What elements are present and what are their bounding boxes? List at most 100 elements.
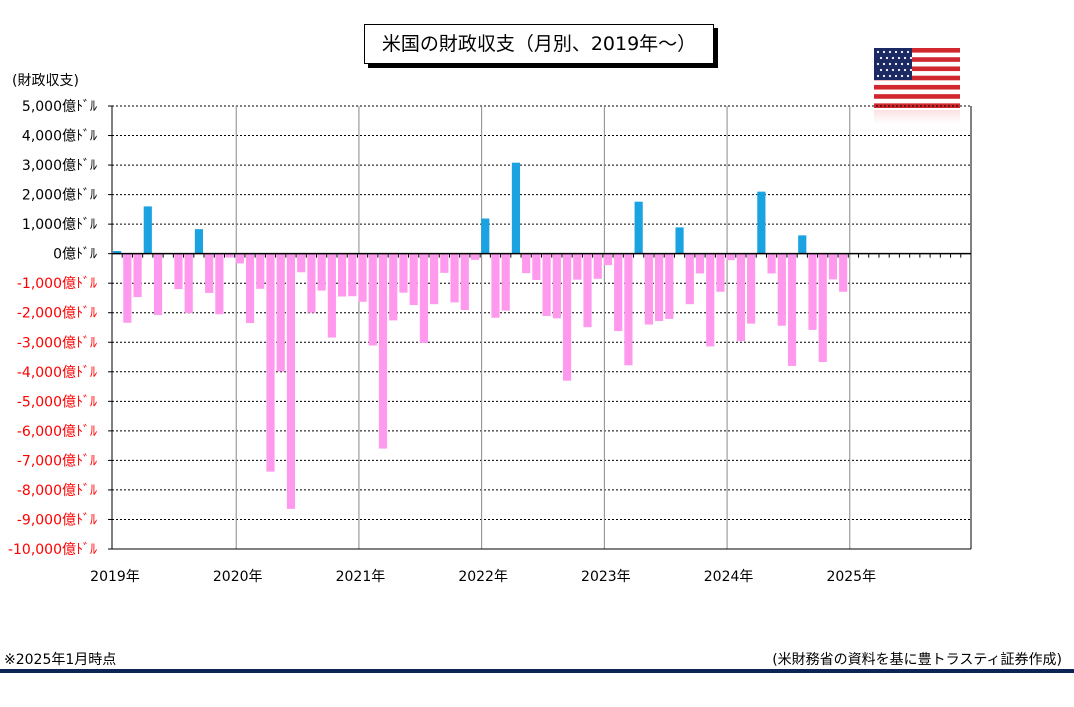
bar [624,253,633,366]
bar [133,253,142,298]
bar [235,253,244,264]
bar [614,253,623,332]
bar [542,253,551,316]
bar [327,253,336,338]
source-credit: (米財務省の資料を基に豊トラスティ証券作成) [772,652,1062,668]
bar [634,201,643,254]
bar [481,218,490,254]
bar [317,253,326,291]
bar [675,227,684,254]
y-tick-label: -1,000億ﾄﾞﾙ [17,276,97,292]
x-year-label: 2019年 [90,569,140,585]
bar [286,253,296,509]
bar [378,253,388,449]
bar [818,253,827,363]
bar [440,253,449,273]
bar [256,253,265,289]
bar [501,253,510,311]
y-tick-label: 4,000億ﾄﾞﾙ [22,129,97,145]
bar [665,253,674,319]
y-tick-label: 1,000億ﾄﾞﾙ [22,217,97,233]
bar [450,253,459,303]
y-tick-label: -8,000億ﾄﾞﾙ [17,483,97,499]
bar [419,253,428,343]
chart-title: 米国の財政収支（月別、2019年〜） [364,24,714,64]
bar [194,229,204,254]
bar [348,253,357,297]
bar [798,235,807,254]
bar [777,253,786,326]
bar [522,253,531,274]
bar [603,253,613,266]
y-tick-label: -2,000億ﾄﾞﾙ [17,306,97,322]
y-tick-label: -3,000億ﾄﾞﾙ [17,335,97,351]
bar [593,253,602,279]
bar [123,253,132,323]
us-flag-icon [874,48,960,126]
bar [470,253,480,260]
bar [184,253,193,314]
bar [205,253,214,293]
footer-divider [0,669,1074,673]
y-tick-label: 2,000億ﾄﾞﾙ [22,188,97,204]
bar [113,251,122,254]
x-year-label: 2025年 [826,569,876,585]
bar [532,253,541,280]
bar [491,253,500,318]
y-tick-label: -5,000億ﾄﾞﾙ [17,394,97,410]
bar [276,253,285,372]
x-year-label: 2021年 [336,569,386,585]
bar [368,253,377,346]
bar [828,253,838,280]
bar [716,253,725,292]
x-year-label: 2020年 [213,569,263,585]
bar [245,253,255,324]
x-year-label: 2024年 [704,569,754,585]
bar [757,191,766,254]
y-tick-label: -6,000億ﾄﾞﾙ [17,424,97,440]
bar [399,253,408,293]
footnote-date: ※2025年1月時点 [4,652,117,668]
bar [460,253,469,311]
y-tick-label: 3,000億ﾄﾞﾙ [22,158,97,174]
y-tick-label: 0億ﾄﾞﾙ [53,247,97,263]
bar [573,253,582,280]
bar [736,253,746,342]
y-tick-label: 5,000億ﾄﾞﾙ [22,99,97,115]
x-year-label: 2023年 [581,569,631,585]
bar [562,253,572,381]
bar [358,253,367,302]
bar [511,162,521,254]
bar [747,253,756,324]
bar [695,253,705,274]
bar [153,253,163,316]
bar [215,253,224,315]
bar [266,253,275,472]
y-tick-label: -4,000億ﾄﾞﾙ [17,365,97,381]
bar [409,253,418,306]
bar [706,253,715,347]
bar [143,206,152,254]
y-tick-label: -7,000億ﾄﾞﾙ [17,453,97,469]
bar [787,253,797,366]
bar [552,253,561,319]
bar [644,253,653,325]
bar [297,253,306,273]
bar [655,253,664,322]
bar [389,253,398,321]
bar [839,253,848,292]
bar [726,253,735,261]
x-year-label: 2022年 [458,569,508,585]
y-tick-label: -9,000億ﾄﾞﾙ [17,512,97,528]
bar [583,253,592,328]
bar [225,253,234,258]
bar [174,253,183,290]
bar [685,253,694,305]
bar [337,253,347,297]
bar [767,253,776,274]
bar [808,253,817,330]
y-tick-label: -10,000億ﾄﾞﾙ [8,542,97,558]
y-axis-unit-label: (財政収支) [12,73,79,89]
